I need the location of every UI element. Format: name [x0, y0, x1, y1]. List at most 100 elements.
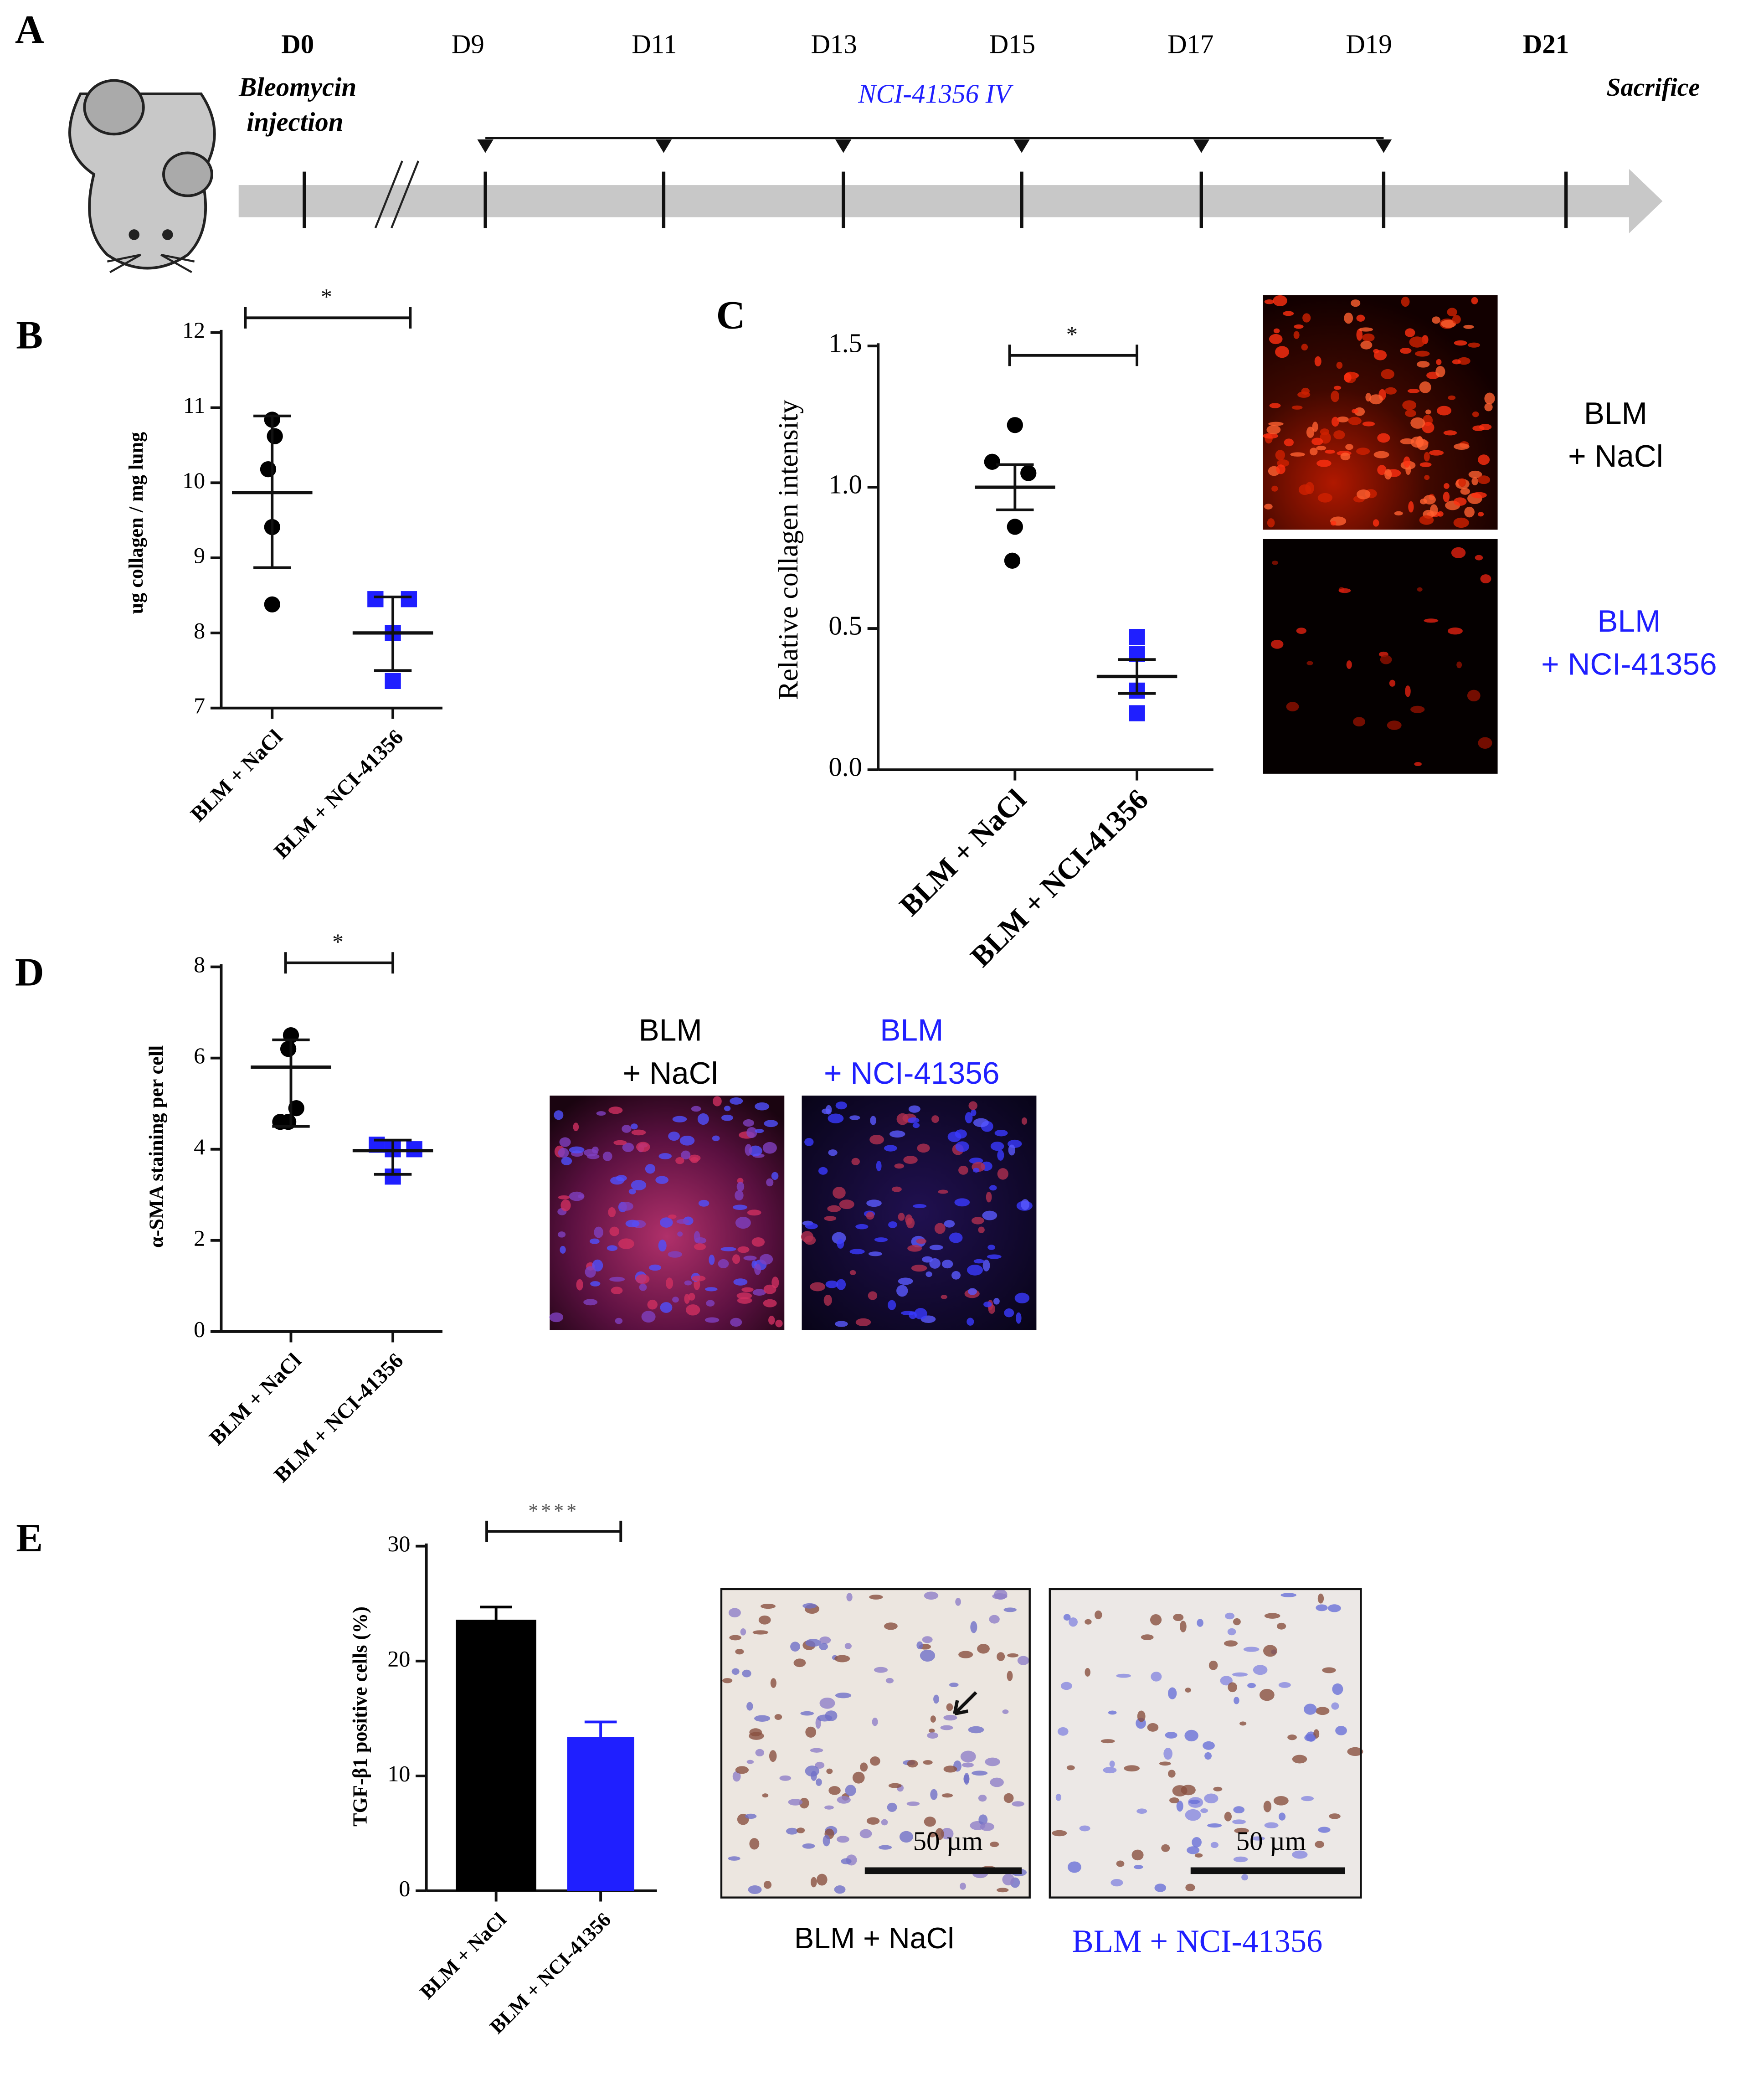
micrograph-detail	[804, 1138, 814, 1146]
micrograph-detail	[930, 1789, 938, 1800]
micrograph-detail	[1306, 661, 1313, 665]
error-bar	[480, 1606, 512, 1620]
micrograph-detail	[704, 1317, 720, 1323]
micrograph-detail	[705, 1287, 718, 1292]
micrograph-detail	[770, 1678, 776, 1688]
mouse-icon	[107, 253, 195, 273]
micrograph-detail	[1185, 1809, 1201, 1821]
micrograph-detail	[1194, 1853, 1203, 1858]
micrograph-detail	[816, 1778, 822, 1786]
micrograph-detail	[1263, 433, 1279, 439]
day-label: D13	[811, 29, 857, 59]
micrograph-detail	[1389, 679, 1396, 687]
micrograph-detail	[771, 1172, 779, 1180]
micrograph-detail	[1278, 1812, 1286, 1821]
micrograph-detail	[1424, 475, 1430, 480]
micrograph-detail	[866, 1199, 882, 1207]
micrograph-detail	[748, 1885, 762, 1894]
micrograph-detail	[1331, 417, 1339, 427]
micrograph-detail	[1052, 1830, 1067, 1837]
micrograph-detail	[1290, 452, 1306, 457]
micrograph-detail	[887, 1802, 897, 1812]
significance-label: *	[321, 284, 335, 309]
error-bar	[374, 595, 412, 672]
micrograph-detail	[647, 1299, 658, 1310]
micrograph-detail	[737, 1246, 750, 1253]
micrograph-detail	[1448, 395, 1456, 400]
x-tick-label: BLM + NaCl	[893, 783, 1033, 922]
micrograph-detail	[1441, 319, 1456, 328]
micrograph-detail	[619, 1202, 633, 1211]
y-tick-label: 12	[182, 317, 205, 343]
micrograph-detail	[896, 1113, 909, 1125]
micrograph-detail	[896, 1285, 908, 1297]
micrograph-detail	[978, 1814, 988, 1825]
micrograph-detail	[1069, 1617, 1078, 1627]
micrograph-detail	[1447, 308, 1457, 317]
micrograph-detail	[1264, 1822, 1279, 1828]
micrograph-detail	[1357, 489, 1371, 499]
treatment-label: NCI-41356 IV	[858, 79, 1013, 108]
micrograph-detail	[645, 1164, 656, 1174]
day-label: D9	[452, 29, 484, 59]
micrograph-detail	[591, 1146, 599, 1153]
micrograph-detail	[973, 1259, 984, 1264]
micrograph-detail	[1340, 453, 1351, 461]
micrograph-detail	[888, 1221, 897, 1228]
micrograph-detail	[987, 1245, 995, 1250]
micrograph-detail	[1151, 1672, 1162, 1682]
micrograph-detail	[761, 1603, 776, 1609]
micrograph-detail	[560, 1246, 566, 1254]
micrograph-detail	[718, 1259, 729, 1269]
micrograph-detail	[1116, 1860, 1125, 1867]
micrograph-detail	[676, 1219, 689, 1224]
micrograph-detail	[1336, 361, 1343, 369]
micrograph	[801, 1096, 1037, 1330]
panel-label: B	[16, 313, 43, 358]
micrograph-detail	[860, 1762, 868, 1772]
y-tick-label: 10	[182, 468, 205, 493]
micrograph-detail	[907, 1760, 918, 1768]
micrograph-detail	[1472, 411, 1479, 417]
micrograph-detail	[943, 1765, 957, 1773]
micrograph-detail	[802, 1603, 817, 1609]
micrograph-detail	[1207, 1823, 1222, 1828]
micrograph-detail	[741, 1287, 754, 1292]
x-tick-label: BLM + NaCl	[186, 725, 287, 826]
micrograph-detail	[967, 1318, 974, 1326]
y-axis-title: ug collagen / mg lung	[125, 432, 147, 614]
micrograph-detail	[884, 1145, 897, 1152]
micrograph-detail	[802, 1843, 815, 1849]
micrograph-detail	[1239, 1721, 1247, 1726]
micrograph-detail	[819, 1642, 828, 1650]
micrograph-detail	[905, 1214, 913, 1225]
micrograph-detail	[1141, 1634, 1154, 1640]
micrograph-detail	[1410, 417, 1425, 429]
micrograph-detail	[1475, 555, 1483, 561]
micrograph-detail	[694, 1243, 706, 1251]
micrograph-detail	[1472, 425, 1485, 431]
micrograph-detail	[1477, 475, 1491, 484]
micrograph-detail	[796, 1827, 805, 1833]
micrograph-detail	[935, 1828, 944, 1840]
micrograph-detail	[754, 1715, 771, 1722]
micrograph-detail	[1003, 1607, 1017, 1612]
y-tick-label: 0	[194, 1316, 205, 1342]
micrograph-detail	[961, 1762, 974, 1768]
y-tick-label: 4	[194, 1134, 205, 1159]
y-tick-label: 6	[194, 1043, 205, 1068]
micrograph-detail	[636, 1142, 650, 1152]
image-label: + NCI-41356	[1541, 647, 1717, 681]
mouse-icon	[68, 93, 216, 270]
micrograph-detail	[1404, 328, 1415, 337]
micrograph-detail	[1468, 342, 1481, 348]
micrograph-detail	[602, 1151, 612, 1161]
micrograph-detail	[609, 1226, 620, 1236]
micrograph-detail	[1287, 1735, 1297, 1740]
micrograph-detail	[1419, 381, 1431, 393]
micrograph-detail	[845, 1785, 856, 1796]
micrograph-detail	[1435, 366, 1445, 377]
y-tick-label: 0.5	[828, 611, 862, 641]
micrograph-detail	[611, 1287, 623, 1295]
micrograph-detail	[1331, 1702, 1339, 1710]
